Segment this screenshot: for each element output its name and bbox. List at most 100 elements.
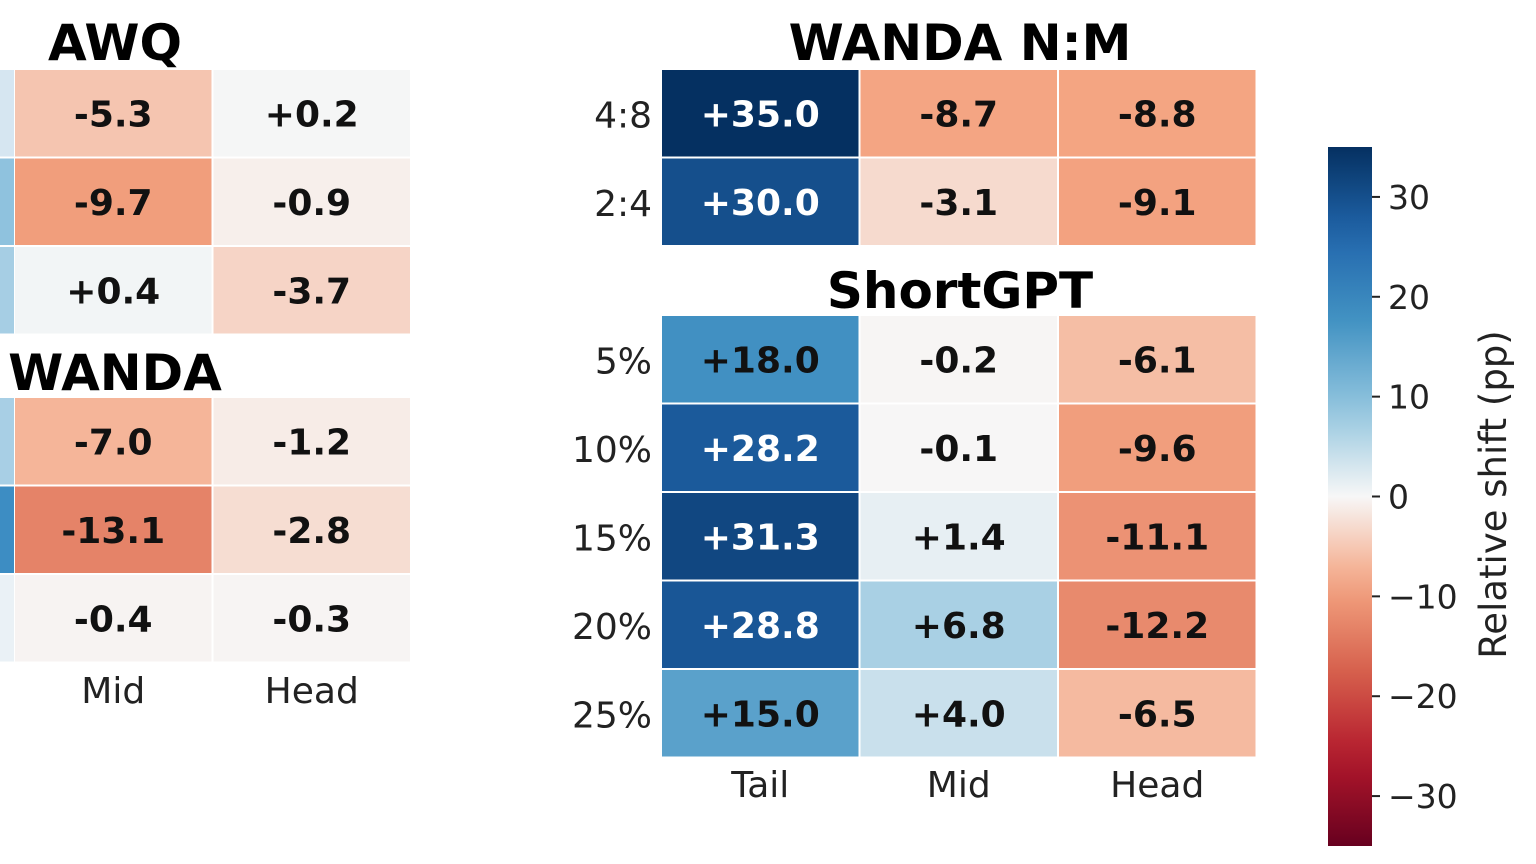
row-label: 15% [572, 518, 652, 559]
panel-title-wanda-n-m: WANDA N:M [789, 14, 1132, 72]
heatmap-cell [15, 398, 212, 485]
heatmap-cell [662, 404, 859, 491]
colorbar-gradient [1328, 147, 1372, 846]
cell-value-label: -0.9 [272, 183, 351, 224]
heatmap-cell [860, 70, 1057, 157]
colorbar-tick-label: −20 [1388, 677, 1458, 716]
cell-value-label: -13.1 [61, 511, 165, 552]
heatmap-cell [15, 486, 212, 573]
clipped-cell [0, 398, 14, 485]
cell-value-label: -9.7 [74, 183, 153, 224]
clipped-cell [0, 247, 14, 334]
heatmap-cell [662, 670, 859, 757]
cell-value-label: +30.0 [701, 183, 820, 224]
cell-value-label: +6.8 [912, 606, 1006, 647]
cell-value-label: -2.8 [272, 511, 351, 552]
column-label: Head [265, 671, 359, 712]
panel-title-awq: AWQ [48, 14, 182, 72]
cell-value-label: -0.4 [74, 599, 153, 640]
heatmap-cell [860, 316, 1057, 403]
heatmap-cell [860, 158, 1057, 245]
cell-value-label: -6.5 [1118, 694, 1197, 735]
panel-wanda-n-m: WANDA N:M +35.0 -8.7 -8.8 +30.0 -3.1 -9.1 4:8 2:… [594, 14, 1256, 245]
heatmap-cell [1059, 493, 1256, 580]
heatmap-cell [1059, 404, 1256, 491]
cell-value-label: -7.0 [74, 422, 153, 463]
heatmap-cell [662, 70, 859, 157]
panel-title-shortgpt: ShortGPT [827, 262, 1093, 320]
colorbar-tick-label: 0 [1388, 478, 1409, 517]
colorbar-tick-label: 30 [1388, 178, 1430, 217]
cell-value-label: +15.0 [701, 694, 820, 735]
heatmap-cell [213, 486, 410, 573]
heatmap-cell [1059, 158, 1256, 245]
cell-value-label: -12.2 [1105, 606, 1209, 647]
heatmap-cell [1059, 70, 1256, 157]
heatmap-cell [213, 398, 410, 485]
heatmap-cell [15, 158, 212, 245]
panel-shortgpt: ShortGPT+18.0 -0.2 -6.1 +28.2 -0.1 -9.6 +31.3 +… [572, 262, 1256, 806]
heatmap-cell [860, 404, 1057, 491]
row-label: 20% [572, 607, 652, 648]
heatmap-cell [1059, 581, 1256, 668]
clipped-cell [0, 575, 14, 662]
heatmap-cell [15, 70, 212, 157]
cell-value-label: +31.3 [701, 517, 820, 558]
cell-value-label: -8.7 [919, 94, 998, 135]
column-label: Mid [927, 765, 991, 806]
cell-value-label: -9.6 [1118, 429, 1197, 470]
column-label: Mid [81, 671, 145, 712]
heatmap-cell [15, 247, 212, 334]
column-label: Tail [730, 765, 789, 806]
colorbar-tick-label: −30 [1388, 777, 1458, 816]
cell-value-label: -0.2 [919, 340, 998, 381]
heatmap-cell [1059, 670, 1256, 757]
panel-wanda: WANDA -7.0 -1.2 -13.1 -2.8 -0.4 -0.3 Mid Head [0, 344, 410, 712]
cell-value-label: +0.2 [265, 94, 359, 135]
cell-value-label: -8.8 [1118, 94, 1197, 135]
clipped-cell [0, 70, 14, 157]
heatmap-cell [662, 158, 859, 245]
cell-value-label: +4.0 [912, 694, 1006, 735]
heatmap-cell [213, 158, 410, 245]
row-label: 10% [572, 430, 652, 471]
cell-value-label: +0.4 [66, 271, 160, 312]
cell-value-label: +35.0 [701, 94, 820, 135]
cell-value-label: -3.7 [272, 271, 351, 312]
cell-value-label: -0.1 [919, 429, 998, 470]
heatmap-cell [860, 581, 1057, 668]
cell-value-label: -3.1 [919, 183, 998, 224]
clipped-cell [0, 158, 14, 245]
cell-value-label: +1.4 [912, 517, 1006, 558]
row-label: 5% [595, 341, 652, 382]
heatmap-cell [213, 247, 410, 334]
heatmap-cell [1059, 316, 1256, 403]
cell-value-label: -0.3 [272, 599, 351, 640]
row-label: 4:8 [594, 95, 652, 136]
heatmap-cell [860, 670, 1057, 757]
panel-title-wanda: WANDA [8, 344, 222, 402]
heatmap-cell [213, 70, 410, 157]
cell-value-label: +28.8 [701, 606, 820, 647]
colorbar-tick-label: 20 [1388, 278, 1430, 317]
heatmap-cell [860, 493, 1057, 580]
cell-value-label: -6.1 [1118, 340, 1197, 381]
heatmap-cell [15, 575, 212, 662]
cell-value-label: -9.1 [1118, 183, 1197, 224]
heatmap-cell [662, 581, 859, 668]
colorbar-label: Relative shift (pp) [1472, 330, 1515, 658]
colorbar: 30 20 10 0 −10 −20 −30 Relative shift (pp) [1328, 147, 1515, 846]
colorbar-tick-label: 10 [1388, 378, 1430, 417]
cell-value-label: -1.2 [272, 422, 351, 463]
cell-value-label: -11.1 [1105, 517, 1209, 558]
row-label: 2:4 [594, 184, 652, 225]
column-label: Head [1110, 765, 1204, 806]
panel-awq: AWQ -5.3 +0.2 -9.7 -0.9 +0.4 -3.7 [0, 14, 410, 334]
colorbar-tick-label: −10 [1388, 577, 1458, 616]
cell-value-label: +28.2 [701, 429, 820, 470]
heatmap-cell [662, 316, 859, 403]
clipped-cell [0, 486, 14, 573]
heatmap-cell [213, 575, 410, 662]
heatmap-cell [662, 493, 859, 580]
